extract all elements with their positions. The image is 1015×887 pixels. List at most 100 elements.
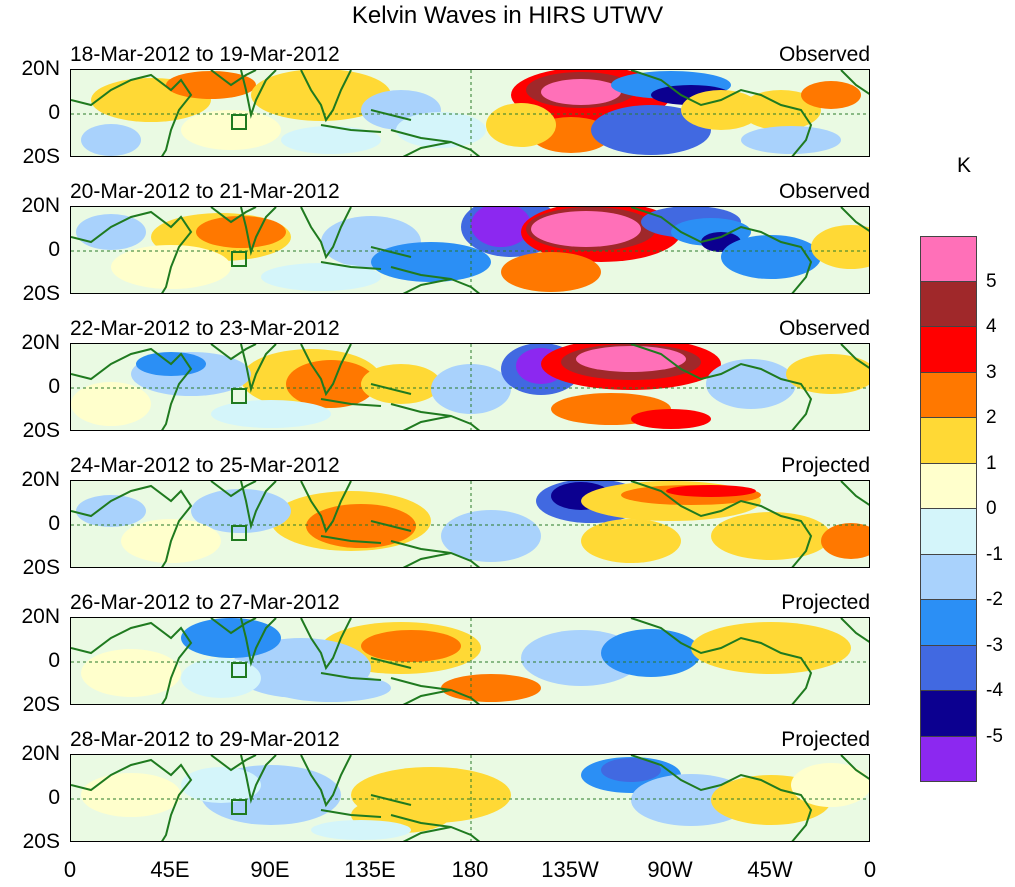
- colorbar-swatch: [920, 509, 977, 555]
- anomaly-contour: [191, 489, 291, 533]
- longitude-label: 45W: [747, 857, 793, 882]
- latitude-label: 0: [48, 375, 60, 398]
- anomaly-contour: [311, 820, 411, 840]
- coastline: [300, 344, 452, 417]
- anomaly-field: [71, 618, 869, 704]
- anomaly-contour: [721, 235, 821, 279]
- anomaly-field: [71, 344, 869, 430]
- anomaly-contour: [821, 523, 869, 559]
- anomaly-contour: [441, 674, 541, 702]
- region-box: [231, 525, 247, 541]
- longitude-label: 180: [451, 857, 489, 882]
- latitude-label: 20S: [22, 419, 60, 442]
- anomaly-contour: [181, 658, 261, 698]
- anomaly-contour: [281, 126, 381, 154]
- anomaly-contour: [271, 674, 391, 702]
- anomaly-contour: [76, 495, 146, 527]
- coastline: [840, 70, 869, 95]
- longitude-label: 0: [63, 857, 77, 882]
- coastline: [840, 344, 869, 369]
- anomaly-contour: [541, 79, 621, 105]
- latitude-label: 20S: [22, 693, 60, 716]
- anomaly-contour: [361, 364, 441, 404]
- coastline: [210, 618, 277, 667]
- colorbar-swatch: [920, 281, 977, 327]
- colorbar-label: -5: [986, 725, 1003, 747]
- anomaly-contour: [81, 124, 141, 156]
- coastline: [630, 755, 813, 841]
- latitude-label: 0: [48, 649, 60, 672]
- anomaly-contour: [741, 90, 821, 130]
- coastline: [300, 481, 452, 554]
- panel-status: Observed: [778, 317, 870, 340]
- anomaly-contour: [666, 485, 756, 497]
- colorbar-swatch: [920, 236, 977, 282]
- coastline: [402, 140, 481, 156]
- anomaly-contour: [706, 359, 796, 409]
- colorbar-label: 4: [986, 316, 997, 337]
- anomaly-contour: [71, 382, 151, 426]
- coastline: [630, 207, 813, 293]
- coastline: [402, 825, 481, 841]
- anomaly-contour: [811, 225, 869, 269]
- anomaly-contour: [306, 504, 416, 548]
- latitude-label: 0: [48, 786, 60, 809]
- colorbar-label: -1: [986, 543, 1003, 565]
- anomaly-contour: [501, 252, 601, 292]
- coastline: [630, 481, 813, 567]
- anomaly-contour: [591, 105, 711, 155]
- longitude-label: 0: [863, 857, 877, 882]
- panel-date-range: 18-Mar-2012 to 19-Mar-2012: [70, 43, 340, 66]
- anomaly-field: [71, 207, 869, 293]
- colorbar-swatch: [920, 418, 977, 464]
- coastline: [840, 618, 869, 643]
- coastline: [840, 755, 869, 780]
- coastline: [300, 618, 452, 691]
- anomaly-contour: [601, 758, 661, 782]
- anomaly-contour: [196, 216, 286, 248]
- colorbar-label: 2: [986, 407, 997, 428]
- panel-status: Projected: [781, 591, 870, 614]
- anomaly-contour: [211, 400, 331, 428]
- colorbar-swatch: [920, 736, 977, 782]
- anomaly-field: [71, 70, 869, 156]
- colorbar-swatch: [920, 372, 977, 418]
- coastline: [71, 484, 193, 567]
- latitude-label: 20S: [22, 830, 60, 853]
- coastline: [840, 207, 869, 232]
- latitude-label: 20N: [21, 742, 60, 765]
- latitude-label: 20S: [22, 556, 60, 579]
- coastline: [402, 277, 481, 293]
- anomaly-contour: [81, 773, 181, 817]
- region-box: [231, 662, 247, 678]
- colorbar-label: 5: [986, 270, 997, 292]
- colorbar-swatch: [920, 600, 977, 646]
- coastline: [71, 73, 193, 156]
- colorbar-label: -2: [986, 589, 1003, 610]
- map-panel: [70, 206, 870, 294]
- latitude-label: 0: [48, 512, 60, 535]
- anomaly-contour: [81, 649, 181, 697]
- anomaly-contour: [181, 618, 281, 658]
- latitude-label: 20S: [22, 282, 60, 305]
- coastline: [210, 207, 277, 256]
- coastline: [630, 70, 813, 156]
- coastline: [300, 70, 452, 143]
- map-panel: [70, 480, 870, 568]
- longitude-label: 135E: [344, 857, 396, 882]
- anomaly-contour: [681, 90, 761, 130]
- latitude-label: 20N: [21, 468, 60, 491]
- coastline: [71, 621, 193, 704]
- colorbar-unit: K: [957, 154, 972, 177]
- coastline: [210, 755, 277, 804]
- anomaly-field: [71, 481, 869, 567]
- anomaly-contour: [601, 629, 701, 677]
- map-title: Kelvin Waves in HIRS UTWV: [351, 2, 664, 29]
- coastline: [71, 210, 193, 293]
- anomaly-contour: [396, 112, 486, 148]
- anomaly-contour: [361, 630, 461, 662]
- anomaly-contour: [471, 207, 531, 247]
- latitude-label: 20S: [22, 145, 60, 168]
- coastline: [300, 207, 452, 280]
- panel-date-range: 20-Mar-2012 to 21-Mar-2012: [70, 180, 340, 203]
